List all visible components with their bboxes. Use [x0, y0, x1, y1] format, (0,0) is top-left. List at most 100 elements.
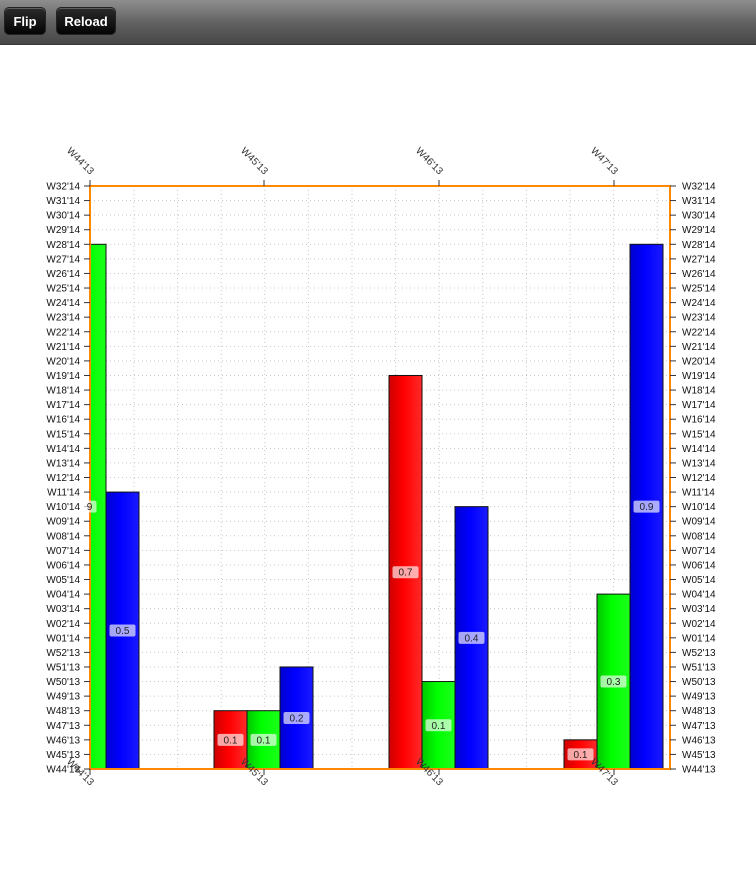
value-label-bg [425, 719, 452, 732]
x-tick-label-top: W45'13 [238, 146, 270, 178]
y-tick-label-right: W06'14 [682, 560, 716, 571]
value-label-bg [600, 675, 627, 688]
value-labels: 9 0.5 0.1 0.1 0.2 0.7 0.1 0.4 0.1 0.3 0.9 [82, 500, 660, 761]
y-tick-label-right: W12'14 [682, 473, 716, 484]
y-tick-label-left: W13'14 [46, 458, 80, 469]
y-tick-label-left: W52'13 [46, 648, 80, 659]
y-tick-label-left: W44'13 [46, 765, 80, 776]
y-tick-label-left: W28'14 [46, 240, 80, 251]
value-label-green-0: 9 [82, 500, 97, 513]
y-tick-label-left: W04'14 [46, 590, 80, 601]
y-tick-label-right: W31'14 [682, 196, 716, 207]
y-tick-label-left: W23'14 [46, 313, 80, 324]
value-label-blue-2: 0.4 [458, 631, 485, 644]
y-tick-label-left: W05'14 [46, 575, 80, 586]
y-tick-label-left: W22'14 [46, 327, 80, 338]
y-tick-label-right: W32'14 [682, 182, 716, 193]
value-label-text: 0.7 [399, 568, 413, 579]
value-label-text: 0.1 [224, 735, 238, 746]
value-label-blue-1: 0.2 [283, 711, 310, 724]
y-tick-label-left: W09'14 [46, 517, 80, 528]
value-label-text: 0.3 [607, 677, 621, 688]
y-tick-label-left: W29'14 [46, 225, 80, 236]
y-tick-label-right: W02'14 [682, 619, 716, 630]
grid [90, 185, 670, 770]
x-tick-label-top: W46'13 [413, 146, 445, 178]
value-label-blue-0: 0.5 [109, 624, 136, 637]
reload-button[interactable]: Reload [56, 7, 116, 35]
y-tick-label-left: W19'14 [46, 371, 80, 382]
y-tick-label-right: W50'13 [682, 677, 716, 688]
y-tick-label-right: W29'14 [682, 225, 716, 236]
y-tick-label-left: W24'14 [46, 298, 80, 309]
value-label-text: 0.2 [290, 713, 304, 724]
value-label-bg [567, 748, 594, 761]
y-tick-label-right: W44'13 [682, 765, 716, 776]
y-tick-label-left: W14'14 [46, 444, 80, 455]
value-label-text: 0.9 [640, 502, 654, 513]
y-tick-label-right: W47'13 [682, 721, 716, 732]
y-tick-label-right: W10'14 [682, 502, 716, 513]
bar-chart: W44'13 W44'13 W45'13 W45'13 W46'13 W46'13 W47'… [46, 146, 716, 789]
y-tick-label-left: W49'13 [46, 692, 80, 703]
y-tick-label-right: W03'14 [682, 604, 716, 615]
y-tick-label-left: W08'14 [46, 531, 80, 542]
y-tick-label-left: W15'14 [46, 429, 80, 440]
y-tick-label-right: W25'14 [682, 284, 716, 295]
x-tick-label-top: W47'13 [588, 146, 620, 178]
y-tick-label-left: W30'14 [46, 211, 80, 222]
value-label-blue-3: 0.9 [633, 500, 660, 513]
y-tick-label-left: W46'13 [46, 735, 80, 746]
y-tick-label-left: W27'14 [46, 254, 80, 265]
y-tick-label-left: W17'14 [46, 400, 80, 411]
toolbar: Flip Reload [0, 0, 756, 45]
y-tick-label-right: W45'13 [682, 750, 716, 761]
y-tick-label-left: W25'14 [46, 284, 80, 295]
value-label-green-1: 0.1 [250, 733, 277, 746]
y-tick-label-right: W51'13 [682, 662, 716, 673]
y-tick-label-right: W24'14 [682, 298, 716, 309]
value-label-red-1: 0.1 [217, 733, 244, 746]
y-tick-label-right: W14'14 [682, 444, 716, 455]
value-label-bg [633, 500, 660, 513]
y-tick-label-left: W51'13 [46, 662, 80, 673]
y-tick-label-left: W06'14 [46, 560, 80, 571]
value-label-green-3: 0.3 [600, 675, 627, 688]
y-tick-label-right: W52'13 [682, 648, 716, 659]
value-label-text: 9 [87, 502, 93, 513]
y-tick-label-left: W31'14 [46, 196, 80, 207]
y-tick-label-right: W18'14 [682, 386, 716, 397]
y-tick-label-right: W22'14 [682, 327, 716, 338]
y-tick-label-left: W48'13 [46, 706, 80, 717]
y-tick-label-right: W09'14 [682, 517, 716, 528]
y-tick-label-right: W20'14 [682, 356, 716, 367]
y-tick-label-right: W05'14 [682, 575, 716, 586]
y-tick-label-right: W48'13 [682, 706, 716, 717]
y-tick-label-right: W28'14 [682, 240, 716, 251]
y-tick-label-left: W02'14 [46, 619, 80, 630]
y-tick-label-right: W13'14 [682, 458, 716, 469]
y-tick-label-right: W07'14 [682, 546, 716, 557]
y-tick-label-left: W07'14 [46, 546, 80, 557]
y-tick-label-right: W19'14 [682, 371, 716, 382]
y-tick-label-left: W20'14 [46, 356, 80, 367]
y-tick-label-right: W11'14 [682, 488, 715, 499]
flip-button[interactable]: Flip [4, 7, 46, 35]
y-tick-label-right: W16'14 [682, 415, 716, 426]
y-tick-label-left: W03'14 [46, 604, 80, 615]
y-tick-label-left: W45'13 [46, 750, 80, 761]
y-tick-label-left: W01'14 [46, 633, 80, 644]
y-tick-label-left: W16'14 [46, 415, 80, 426]
value-label-text: 0.1 [257, 735, 271, 746]
y-tick-label-right: W30'14 [682, 211, 716, 222]
value-label-red-2: 0.7 [392, 566, 419, 579]
y-tick-label-left: W18'14 [46, 386, 80, 397]
y-tick-label-right: W17'14 [682, 400, 716, 411]
y-tick-label-left: W32'14 [46, 182, 80, 193]
y-tick-label-left: W47'13 [46, 721, 80, 732]
y-tick-label-left: W12'14 [46, 473, 80, 484]
value-label-bg [250, 733, 277, 746]
y-tick-label-left: W11'14 [47, 488, 80, 499]
y-tick-label-right: W49'13 [682, 692, 716, 703]
value-label-bg [82, 500, 97, 513]
